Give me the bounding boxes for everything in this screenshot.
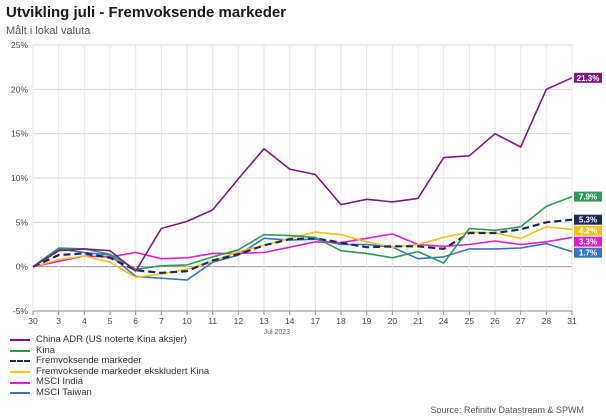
x-tick-label: 5 (108, 316, 113, 326)
x-tick-label: 3 (56, 316, 61, 326)
end-label-box (574, 191, 602, 202)
legend-label: Kina (36, 344, 56, 356)
legend-label: MSCI India (36, 376, 83, 388)
legend-label: Fremvoksende markeder ekskludert Kina (36, 365, 210, 377)
x-tick-label: 19 (362, 316, 372, 326)
end-label-box (574, 236, 602, 247)
x-tick-label: 12 (234, 316, 244, 326)
x-axis-sublabel: Jul 2023 (264, 329, 291, 336)
end-label: 5.3% (579, 216, 597, 225)
end-label: 21.3% (577, 74, 600, 83)
legend-swatch (10, 392, 30, 395)
y-tick-label: 25% (11, 40, 28, 50)
y-tick-label: 10% (11, 173, 28, 183)
x-tick-label: 4 (82, 316, 87, 326)
end-label: 3.3% (579, 238, 597, 247)
legend-item: Fremvoksende markeder ekskludert Kina (10, 365, 210, 378)
x-tick-label: 28 (542, 316, 552, 326)
legend-item: MSCI India (10, 377, 209, 388)
series-line (32, 218, 573, 274)
legend: China ADR (US noterte Kina aksjer) Kina Fr… (10, 334, 210, 399)
legend-item: MSCI Taiwan (10, 386, 209, 399)
source-note: Source: Refinitiv Datastream & SPWM (430, 405, 584, 415)
legend-item: Kina (10, 344, 209, 357)
y-tick-label: 5% (16, 217, 29, 227)
end-labels: 21.3% 7.9% 5.3% 4.2% 3.3% 1.7% (574, 72, 602, 258)
grid (32, 44, 573, 312)
x-tick-label: 10 (182, 316, 192, 326)
end-label: 1.7% (579, 249, 597, 258)
y-tick-label: 0% (16, 262, 29, 272)
x-tick-label: 7 (159, 316, 164, 326)
legend-item: China ADR (US noterte Kina aksjer) (10, 334, 209, 346)
legend-item: Fremvoksende markeder (10, 356, 209, 367)
x-tick-label: 14 (285, 316, 295, 326)
end-label: 7.9% (579, 193, 597, 202)
y-tick-label: 20% (11, 84, 28, 94)
x-tick-label: 21 (413, 316, 423, 326)
end-label-box (574, 247, 602, 258)
series-line (32, 233, 573, 268)
x-tick-label: 24 (439, 316, 449, 326)
series-lines (32, 77, 573, 281)
x-tick-label: 31 (567, 316, 577, 326)
x-tick-label: 26 (490, 316, 500, 326)
x-tick-label: 20 (388, 316, 398, 326)
end-label-box (574, 214, 602, 225)
legend-swatch (10, 349, 30, 352)
x-tick-label: 25 (465, 316, 475, 326)
chart-subtitle: Målt i lokal valuta (6, 25, 91, 37)
x-tick-label: 18 (336, 316, 346, 326)
x-tick-label: 6 (133, 316, 138, 326)
end-label-box (574, 225, 602, 236)
x-tick-label: 27 (516, 316, 526, 326)
legend-label: Fremvoksende markeder (36, 355, 142, 367)
legend-swatch (10, 360, 30, 363)
x-axis: 30 3 4 5 6 7 10 11 12 13 14 17 18 19 20 21 24 25 26 27 28 31 J… (28, 310, 577, 336)
end-label: 4.2% (579, 227, 597, 236)
x-tick-label: 17 (311, 316, 321, 326)
x-tick-label: 30 (28, 316, 38, 326)
x-tick-label: 13 (259, 316, 269, 326)
x-tick-label: 11 (208, 316, 217, 326)
legend-swatch (10, 339, 30, 342)
y-tick-label: -5% (13, 306, 29, 316)
legend-label: China ADR (US noterte Kina aksjer) (36, 334, 188, 345)
series-line (32, 77, 573, 272)
legend-label: MSCI Taiwan (36, 386, 92, 398)
chart-title: Utvikling juli - Fremvoksende markeder (6, 4, 287, 21)
legend-swatch (10, 371, 30, 374)
legend-swatch (10, 381, 30, 384)
end-label-box (574, 72, 602, 83)
series-line (32, 226, 573, 279)
y-tick-label: 15% (11, 129, 28, 139)
y-axis: 25% 20% 15% 10% 5% 0% -5% (11, 40, 28, 316)
